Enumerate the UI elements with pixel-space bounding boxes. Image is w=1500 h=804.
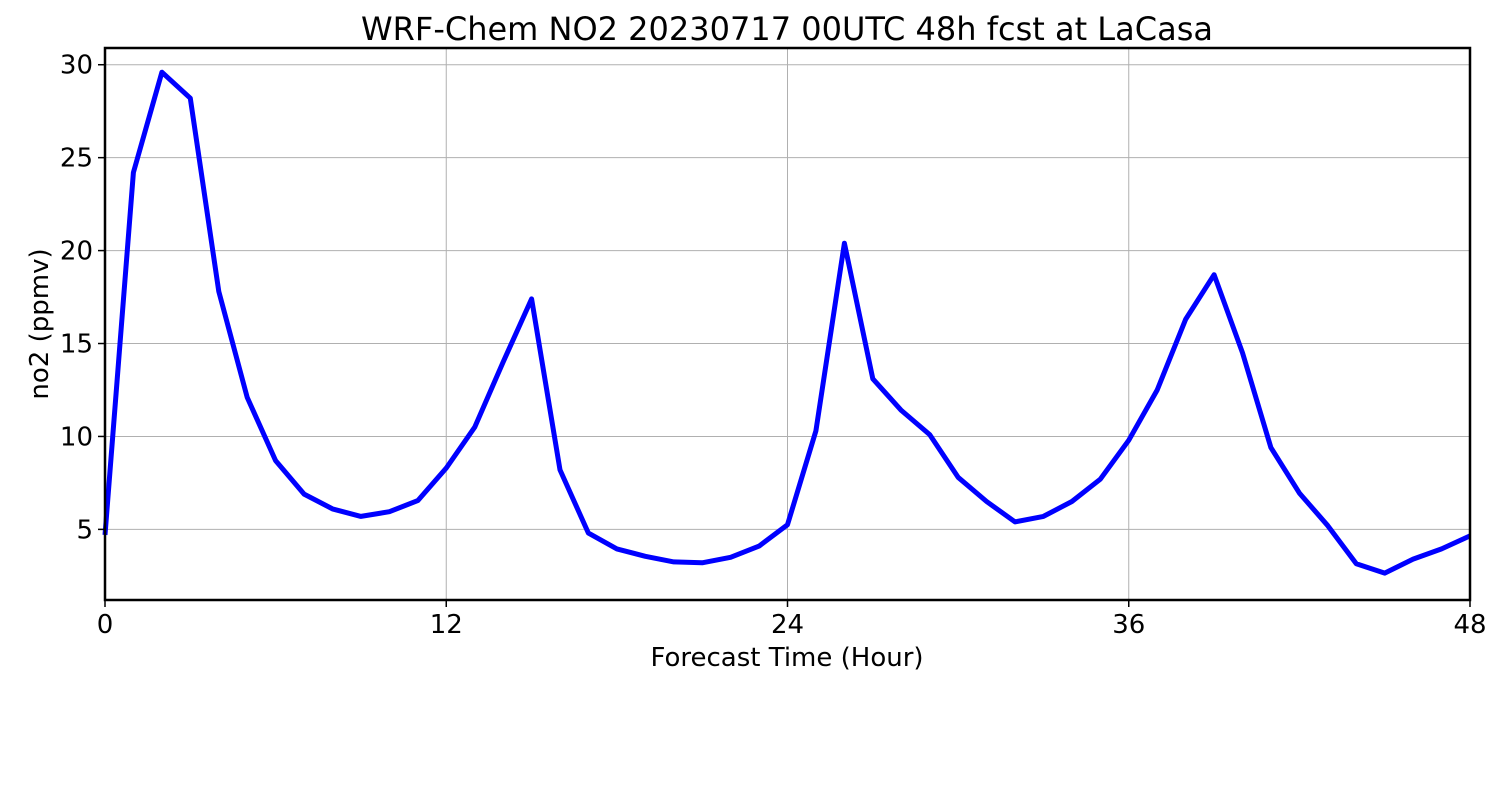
data-point [616, 548, 617, 549]
data-point [759, 546, 760, 547]
data-point [673, 561, 674, 562]
data-point [389, 511, 390, 512]
grid [105, 48, 1470, 600]
data-point [1128, 440, 1129, 441]
data-point [503, 362, 504, 363]
tick-layer: 0 12 24 36 48 5 10 15 20 25 30 [60, 51, 1487, 640]
data-point [133, 172, 134, 173]
x-tick-label: 0 [97, 610, 114, 640]
data-point [901, 410, 902, 411]
data-point [702, 562, 703, 563]
y-tick-label: 25 [60, 144, 93, 174]
data-point [531, 298, 532, 299]
data-point [1242, 352, 1243, 353]
y-tick-label: 5 [76, 515, 93, 545]
y-tick-label: 30 [60, 51, 93, 81]
y-tick-label: 10 [60, 422, 93, 452]
data-point [1299, 493, 1300, 494]
x-tick-label: 12 [430, 610, 463, 640]
data-point [190, 98, 191, 99]
series-line [102, 69, 1472, 576]
y-axis-label: no2 (ppmv) [25, 248, 55, 399]
data-point [730, 557, 731, 558]
data-point [815, 430, 816, 431]
data-point [560, 469, 561, 470]
x-axis-label: Forecast Time (Hour) [650, 643, 923, 673]
x-tick-label: 36 [1112, 610, 1145, 640]
chart-title: WRF-Chem NO2 20230717 00UTC 48h fcst at … [361, 10, 1213, 48]
data-point [1071, 501, 1072, 502]
data-point [929, 434, 930, 435]
data-point [844, 243, 845, 244]
series-layer [102, 69, 1472, 576]
data-point [1356, 563, 1357, 564]
data-point [1384, 573, 1385, 574]
data-point [958, 477, 959, 478]
data-point [474, 427, 475, 428]
x-tick-label: 48 [1453, 610, 1486, 640]
data-point [161, 72, 162, 73]
y-tick-label: 20 [60, 237, 93, 267]
data-point [1413, 559, 1414, 560]
data-point [1327, 525, 1328, 526]
data-point [588, 533, 589, 534]
data-point [872, 378, 873, 379]
y-tick-label: 15 [60, 330, 93, 360]
data-point [446, 468, 447, 469]
data-point [218, 291, 219, 292]
data-point [1441, 548, 1442, 549]
data-point [645, 556, 646, 557]
data-point [332, 508, 333, 509]
data-point [1185, 319, 1186, 320]
plot-frame [103, 46, 1472, 602]
data-point [787, 524, 788, 525]
data-point [1100, 479, 1101, 480]
data-point [1157, 389, 1158, 390]
data-point [1043, 516, 1044, 517]
data-point [304, 494, 305, 495]
data-point [986, 501, 987, 502]
data-point [1015, 521, 1016, 522]
data-point [1270, 447, 1271, 448]
data-point [1214, 274, 1215, 275]
data-point [360, 516, 361, 517]
x-tick-label: 24 [771, 610, 804, 640]
data-point [417, 500, 418, 501]
data-point [275, 460, 276, 461]
data-point [247, 397, 248, 398]
